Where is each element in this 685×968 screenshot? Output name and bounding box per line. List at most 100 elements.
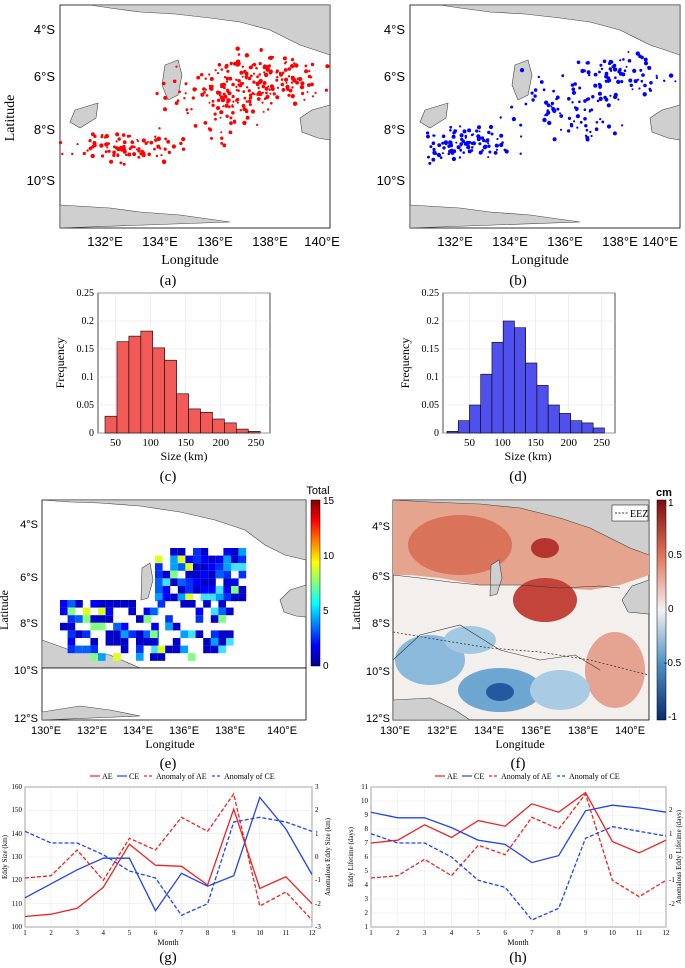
eddy-point (293, 62, 296, 65)
eddy-point (462, 129, 467, 134)
density-cell (128, 600, 136, 608)
eddy-point (147, 152, 151, 157)
eddy-point (637, 78, 640, 81)
panel-f-xtick: 138°E (568, 725, 598, 737)
eddy-point (663, 79, 666, 83)
eddy-point (655, 76, 659, 80)
eddy-point (106, 142, 109, 145)
panel-e-land-south-lower (41, 705, 141, 721)
panel-b-island-aru (511, 59, 533, 101)
eddy-point (530, 91, 534, 95)
eddy-point (257, 86, 260, 90)
eddy-point (612, 67, 618, 72)
panel-a-ytick: 4°S (34, 22, 55, 37)
density-cell (177, 555, 186, 564)
density-cell (177, 578, 186, 586)
eddy-point (441, 134, 446, 139)
eddy-point (470, 133, 474, 137)
panel-e-xtick: 136°E (169, 725, 199, 737)
eddy-point (263, 72, 269, 78)
eddy-point (447, 144, 451, 148)
eddy-point (524, 102, 528, 106)
eddy-point (576, 60, 581, 65)
eddy-point (555, 95, 560, 100)
density-cell (231, 593, 239, 602)
eddy-point (259, 49, 263, 52)
panel-a-island-west (69, 102, 99, 129)
eddy-point (269, 84, 274, 89)
eddy-point (620, 80, 624, 84)
histogram-bar (502, 320, 515, 434)
panel-f-xtick: 130°E (380, 725, 410, 737)
density-cell (162, 578, 171, 586)
panel-e-land-east (279, 584, 307, 618)
eddy-point (162, 159, 166, 164)
density-cell (177, 548, 186, 556)
panel-c-ylabel: Frequency (53, 338, 67, 389)
eddy-point (225, 114, 229, 119)
eddy-point (607, 80, 610, 84)
panel-f-ytick: 6°S (372, 571, 390, 583)
eddy-point (585, 128, 589, 132)
histogram-bar (188, 408, 201, 434)
panel-f-cbar-tick: 1 (668, 498, 674, 509)
eddy-point (611, 65, 615, 69)
panel-h-legend-ce: CE (474, 772, 484, 781)
panel-h: AE CE Anomaly of AE Anomaly of CE 123456… (347, 772, 683, 966)
eddy-point (519, 68, 525, 73)
eddy-point (251, 92, 255, 95)
eddy-point (241, 103, 246, 108)
eddy-point (278, 71, 282, 75)
panel-h-ylabel: Eddy Lifetime (days) (347, 826, 355, 887)
density-cell (155, 555, 163, 564)
eddy-point (643, 83, 647, 88)
eddy-point (583, 108, 587, 111)
density-cell (143, 638, 152, 646)
eddy-point (567, 97, 571, 101)
panel-a-ytick: 10°S (27, 173, 56, 188)
density-cell (210, 630, 219, 638)
panel-a-xtick: 136°E (197, 234, 233, 249)
eddy-point (163, 147, 167, 151)
eddy-point (225, 80, 229, 83)
eddy-point (211, 103, 215, 108)
eddy-point (520, 135, 523, 138)
eddy-point (632, 68, 637, 73)
eddy-point (250, 109, 256, 114)
ytick-label: 7 (365, 839, 369, 847)
eddy-point (120, 148, 124, 152)
eddy-point (499, 116, 502, 119)
eddy-point (584, 134, 588, 137)
eddy-point (559, 112, 561, 115)
density-cell (200, 555, 209, 564)
eddy-point (451, 134, 456, 139)
density-cell (82, 607, 91, 616)
panel-f-negative-blobs (395, 626, 590, 712)
eddy-point (487, 142, 490, 145)
xtick-label: 4 (450, 929, 454, 937)
panel-f-colorbar-ticks: 1 0.5 0 -0.5 -1 (664, 498, 682, 723)
density-cell (155, 563, 163, 571)
eddy-point (613, 94, 618, 100)
density-cell (75, 645, 83, 654)
eddy-point (220, 97, 226, 103)
eddy-point (614, 76, 617, 79)
histogram-bar (128, 335, 142, 434)
density-cell (165, 615, 173, 623)
histogram-bar (200, 411, 213, 434)
density-cell (188, 653, 196, 661)
eddy-point (245, 100, 249, 103)
panel-d-ylabel: Frequency (398, 338, 412, 389)
density-cell (67, 607, 76, 616)
eddy-point (556, 107, 560, 111)
eddy-point (232, 106, 234, 108)
density-cell (185, 563, 193, 571)
density-cell (128, 607, 136, 616)
eddy-point (281, 88, 286, 92)
eddy-point (237, 79, 241, 83)
eddy-point (100, 135, 104, 139)
eddy-point (591, 95, 595, 99)
panel-h-ytick-right: -1 (669, 876, 675, 884)
eddy-point (638, 54, 642, 59)
density-cell (105, 607, 114, 616)
